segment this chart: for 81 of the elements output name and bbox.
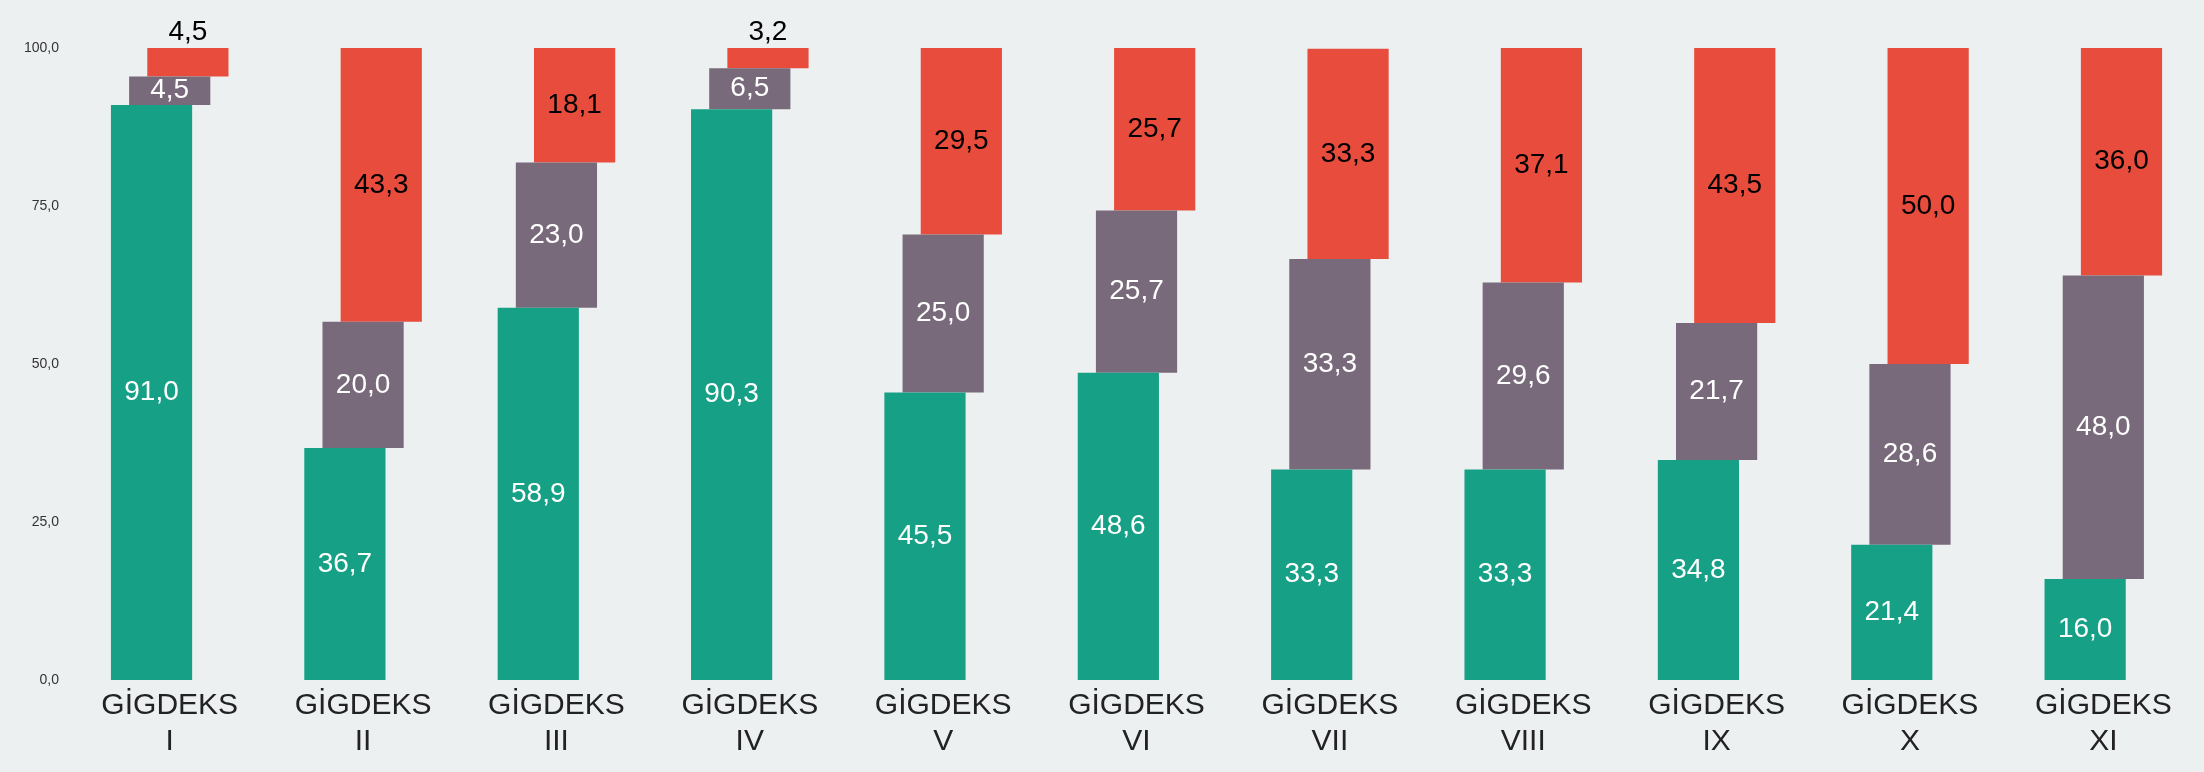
data-label: 25,7 xyxy=(1127,111,1182,143)
bar xyxy=(902,234,984,393)
data-label: 21,7 xyxy=(1689,374,1744,406)
bar xyxy=(2080,48,2163,276)
bar xyxy=(1077,372,1159,680)
data-label: 90,3 xyxy=(704,377,759,409)
data-label: 91,0 xyxy=(124,375,179,407)
data-label: 33,3 xyxy=(1284,557,1339,589)
x-tick-label: GİGDEKS III xyxy=(488,687,625,757)
bar xyxy=(1307,48,1389,260)
bar xyxy=(920,48,1002,235)
bar xyxy=(709,68,791,110)
y-tick-label: 50,0 xyxy=(31,354,60,371)
data-label: 36,7 xyxy=(317,546,373,578)
x-tick-label: GİGDEKS VI xyxy=(1068,687,1205,757)
bar xyxy=(727,48,809,69)
data-label: 28,6 xyxy=(1882,437,1938,469)
data-label: 43,5 xyxy=(1707,168,1763,200)
bar xyxy=(2062,275,2144,579)
data-label: 33,3 xyxy=(1302,347,1358,379)
y-tick-label: 25,0 xyxy=(31,512,60,529)
bar xyxy=(340,48,422,322)
data-label: 29,6 xyxy=(1495,358,1551,390)
y-tick-label: 100,0 xyxy=(23,38,60,55)
data-label: 16,0 xyxy=(2057,612,2113,644)
x-tick-label: GİGDEKS X xyxy=(1841,687,1979,757)
bar xyxy=(1095,210,1178,373)
data-label: 48,0 xyxy=(2076,409,2131,441)
bar xyxy=(147,48,229,77)
bar xyxy=(1271,469,1353,680)
bar xyxy=(1675,322,1758,461)
bar xyxy=(884,392,966,680)
x-tick-label: GİGDEKS II xyxy=(294,687,432,757)
data-label: 18,1 xyxy=(547,87,602,119)
bar xyxy=(1114,48,1196,211)
data-label: 36,0 xyxy=(2094,144,2149,176)
data-label: 45,5 xyxy=(897,518,953,550)
data-label: 25,0 xyxy=(915,296,971,328)
data-label: 4,5 xyxy=(168,14,208,46)
bar xyxy=(1500,48,1583,283)
bar xyxy=(534,48,616,163)
bar xyxy=(1694,48,1776,323)
x-tick-label: GİGDEKS V xyxy=(874,687,1012,757)
data-label: 43,3 xyxy=(354,167,409,199)
x-tick-label: GİGDEKS IV xyxy=(681,687,819,757)
data-label: 58,9 xyxy=(511,476,566,508)
data-label: 3,2 xyxy=(748,14,788,46)
x-tick-label: GİGDEKS VIII xyxy=(1454,687,1592,757)
y-tick-label: 75,0 xyxy=(31,196,60,213)
x-tick-label: GİGDEKS IX xyxy=(1648,687,1785,757)
data-label: 4,5 xyxy=(150,73,190,105)
data-label: 23,0 xyxy=(529,217,584,249)
bar xyxy=(110,104,193,680)
data-label: 21,4 xyxy=(1864,595,1920,627)
data-label: 33,3 xyxy=(1477,557,1533,589)
bar xyxy=(497,307,579,680)
bar xyxy=(1657,460,1740,680)
bar xyxy=(1464,469,1546,680)
data-label: 50,0 xyxy=(1900,188,1956,220)
bar xyxy=(515,162,598,308)
data-label: 25,7 xyxy=(1109,274,1164,306)
data-label: 33,3 xyxy=(1320,136,1376,168)
bar xyxy=(1869,364,1951,545)
x-tick-label: GİGDEKS VII xyxy=(1261,687,1399,757)
data-label: 37,1 xyxy=(1514,147,1569,179)
data-label: 48,6 xyxy=(1091,509,1146,541)
x-tick-label: GİGDEKS I xyxy=(101,687,239,757)
bar xyxy=(1289,259,1371,470)
data-label: 20,0 xyxy=(335,367,391,399)
y-tick-label: 0,0 xyxy=(39,670,60,687)
data-label: 6,5 xyxy=(730,71,770,103)
data-label: 29,5 xyxy=(934,123,989,155)
bar xyxy=(1851,544,1933,680)
bar xyxy=(2044,578,2126,680)
bar xyxy=(304,448,386,680)
bar xyxy=(1482,282,1564,470)
bar xyxy=(322,321,404,449)
bar xyxy=(691,109,773,680)
data-label: 34,8 xyxy=(1671,552,1726,584)
x-tick-label: GİGDEKS XI xyxy=(2034,687,2172,757)
bar xyxy=(1887,48,1969,364)
